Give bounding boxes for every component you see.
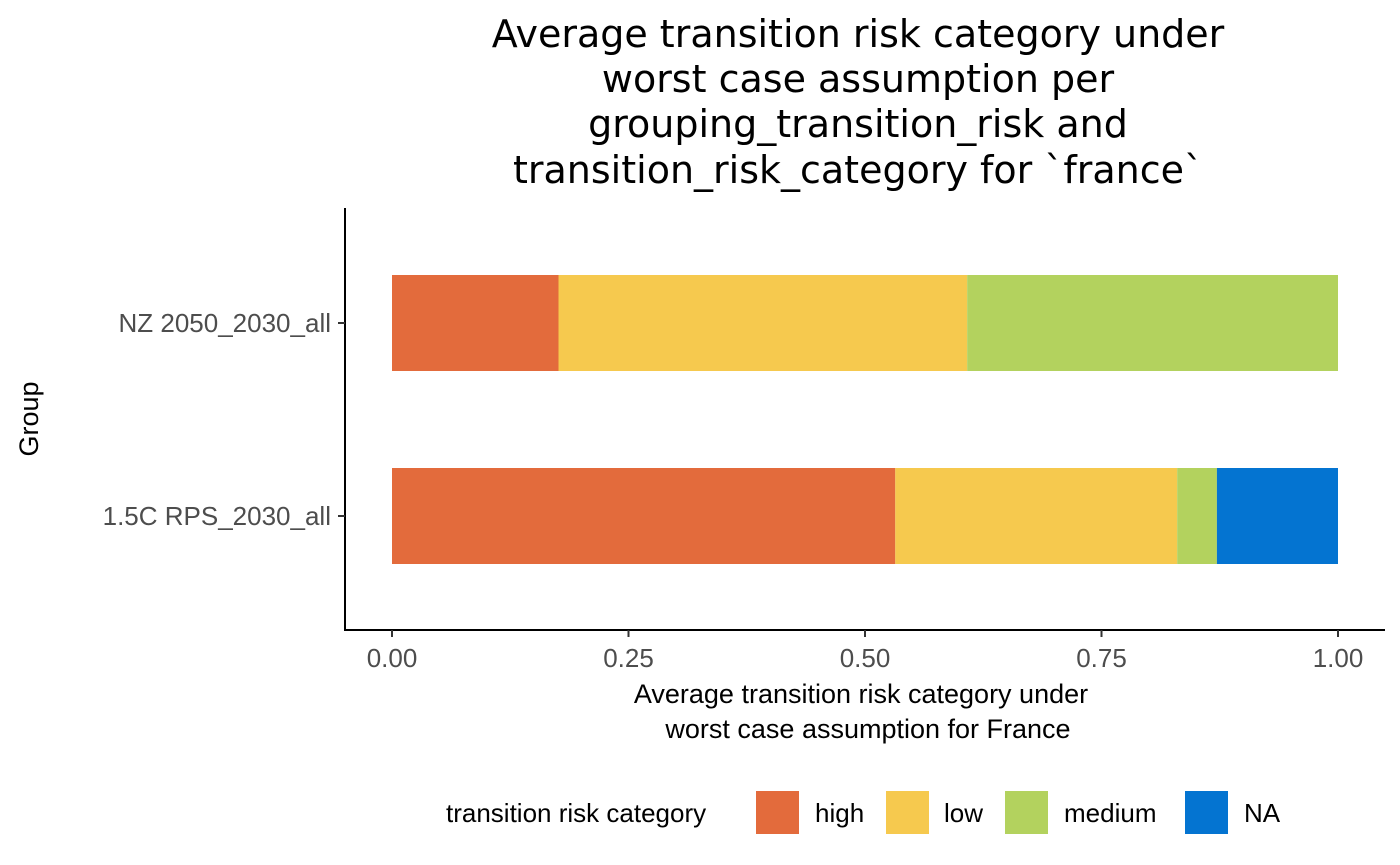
x-tick-label: 1.00 xyxy=(1313,643,1364,673)
y-tick-label: 1.5C RPS_2030_all xyxy=(103,501,331,531)
y-tick-label: NZ 2050_2030_all xyxy=(119,308,332,338)
x-tick-label: 0.00 xyxy=(367,643,418,673)
chart-title-line: grouping_transition_risk and xyxy=(588,102,1128,146)
x-tick-label: 0.25 xyxy=(603,643,654,673)
legend-label-high: high xyxy=(815,798,864,828)
legend-label-medium: medium xyxy=(1064,798,1156,828)
chart-title-line: transition_risk_category for `france` xyxy=(513,148,1203,192)
chart-title-line: worst case assumption per xyxy=(602,57,1115,101)
bar-segment-medium xyxy=(967,275,1338,371)
x-axis: 0.00 0.25 0.50 0.75 1.00 xyxy=(367,630,1364,673)
x-axis-title: Average transition risk category under w… xyxy=(634,679,1088,744)
bar-segments xyxy=(392,275,1338,564)
bar-segment-low xyxy=(895,468,1178,564)
x-axis-title-line: worst case assumption for France xyxy=(664,714,1070,744)
legend-label-low: low xyxy=(944,798,983,828)
x-tick-label: 0.50 xyxy=(840,643,891,673)
legend: transition risk category high low medium… xyxy=(446,791,1281,834)
y-axis-title: Group xyxy=(14,381,44,456)
bar-segment-high xyxy=(392,275,559,371)
legend-label-na: NA xyxy=(1244,798,1281,828)
y-axis: NZ 2050_2030_all 1.5C RPS_2030_all xyxy=(103,308,345,531)
bar-segment-na xyxy=(1216,468,1338,564)
chart-title-line: Average transition risk category under xyxy=(492,12,1225,56)
legend-swatch-na xyxy=(1185,791,1228,834)
chart-title: Average transition risk category under w… xyxy=(492,12,1225,192)
legend-swatch-low xyxy=(886,791,929,834)
bar-segment-medium xyxy=(1177,468,1217,564)
legend-title: transition risk category xyxy=(446,798,706,828)
x-tick-label: 0.75 xyxy=(1076,643,1127,673)
legend-swatch-high xyxy=(756,791,799,834)
bar-segment-low xyxy=(558,275,968,371)
bar-segment-high xyxy=(392,468,896,564)
x-axis-title-line: Average transition risk category under xyxy=(634,679,1088,709)
legend-swatch-medium xyxy=(1005,791,1048,834)
